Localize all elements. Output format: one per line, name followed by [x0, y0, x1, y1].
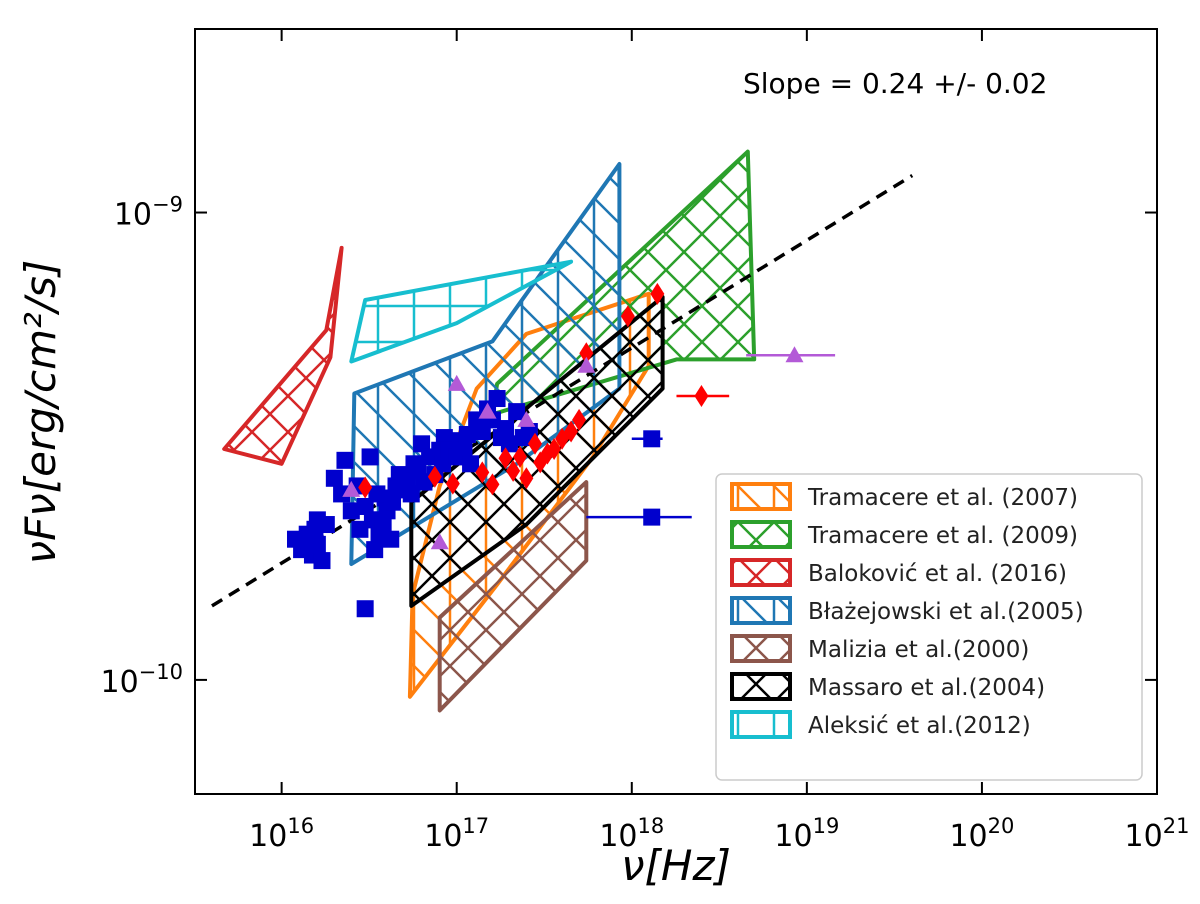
data-point-diamond: [620, 305, 635, 328]
data-point-square: [488, 390, 506, 408]
data-point-triangle: [785, 346, 804, 363]
data-point-diamond: [445, 472, 460, 495]
data-point-triangle: [577, 356, 596, 373]
data-point-square: [361, 448, 379, 466]
legend-label: Błażejowski et al.(2005): [808, 599, 1084, 625]
legend: Tramacere et al. (2007) Tramacere et al. …: [715, 473, 1143, 781]
data-point-diamond: [498, 447, 513, 470]
legend-swatch: [730, 634, 792, 663]
data-point-diamond: [527, 432, 542, 455]
x-tick-label: 1021: [1125, 814, 1190, 854]
data-point-triangle: [517, 410, 536, 427]
data-point-diamond: [694, 384, 709, 407]
data-point-square: [455, 441, 473, 459]
data-point-diamond: [547, 437, 562, 460]
data-point-square: [508, 403, 526, 421]
data-point-square: [366, 541, 384, 559]
legend-label: Massaro et al.(2004): [808, 675, 1045, 701]
data-point-diamond: [564, 420, 579, 443]
data-point-diamond: [358, 476, 373, 499]
legend-swatch: [730, 558, 792, 587]
data-point-triangle: [447, 374, 466, 391]
x-axis-title: ν[Hz]: [621, 841, 731, 890]
ticks-layer: 1016 1017 1018 1019 1020 1021 10−10 10−9: [100, 29, 1189, 854]
data-point-triangle: [478, 402, 497, 419]
data-point-diamond: [427, 465, 442, 488]
data-point-square: [342, 502, 360, 520]
region-polygon: [437, 480, 589, 713]
fit-line-layer: [211, 174, 914, 608]
data-point-square: [374, 516, 392, 534]
data-point-square: [497, 420, 515, 438]
legend-swatch: [730, 710, 792, 739]
data-point-square: [325, 469, 343, 487]
data-point-diamond: [572, 408, 587, 431]
legend-frame: [715, 473, 1143, 781]
data-point-square: [333, 485, 351, 503]
legend-label: Tramacere et al. (2009): [807, 523, 1078, 549]
points-layer: [286, 282, 804, 618]
x-tick-label: 1017: [424, 814, 489, 854]
data-point-square: [336, 451, 354, 469]
data-point-square: [413, 435, 431, 453]
data-point-square: [382, 530, 400, 548]
legend-label: Tramacere et al. (2007): [807, 485, 1078, 511]
data-point-diamond: [506, 459, 521, 482]
slope-annotation: Slope = 0.24 +/- 0.02: [743, 67, 1047, 100]
data-point-triangle: [430, 533, 449, 550]
x-tick-label: 1018: [599, 814, 664, 854]
x-tick-label: 1020: [949, 814, 1014, 854]
data-point-square: [356, 600, 374, 618]
legend-label: Baloković et al. (2016): [808, 561, 1067, 587]
data-point-square: [317, 516, 335, 534]
data-point-square: [643, 508, 661, 526]
region-polygon: [222, 245, 344, 466]
y-axis-title: νFν[erg/cm²/s]: [16, 260, 65, 565]
data-point-diamond: [519, 467, 534, 490]
y-tick-label: 10−10: [100, 660, 183, 700]
data-point-diamond: [475, 461, 490, 484]
data-point-square: [643, 430, 661, 448]
x-tick-label: 1019: [774, 814, 839, 854]
data-point-square: [313, 552, 331, 570]
plot-frame: [194, 28, 1158, 795]
data-point-triangle: [342, 480, 361, 497]
legend-swatch: [730, 520, 792, 549]
x-tick-label: 1016: [249, 814, 314, 854]
data-point-square: [458, 426, 476, 444]
legend-label: Aleksić et al.(2012): [808, 713, 1031, 739]
data-point-diamond: [513, 445, 528, 468]
legend-swatch: [730, 672, 792, 701]
data-point-diamond: [485, 473, 500, 496]
legend-swatch: [730, 482, 792, 511]
y-tick-label: 10−9: [114, 193, 183, 233]
fit-line: [211, 174, 914, 608]
legend-swatch: [730, 596, 792, 625]
data-point-square: [308, 535, 326, 553]
legend-label: Malizia et al.(2000): [808, 637, 1029, 663]
data-point-diamond: [650, 282, 665, 305]
region-polygon: [349, 259, 574, 364]
data-point-square: [462, 455, 480, 473]
data-point-diamond: [579, 342, 594, 365]
